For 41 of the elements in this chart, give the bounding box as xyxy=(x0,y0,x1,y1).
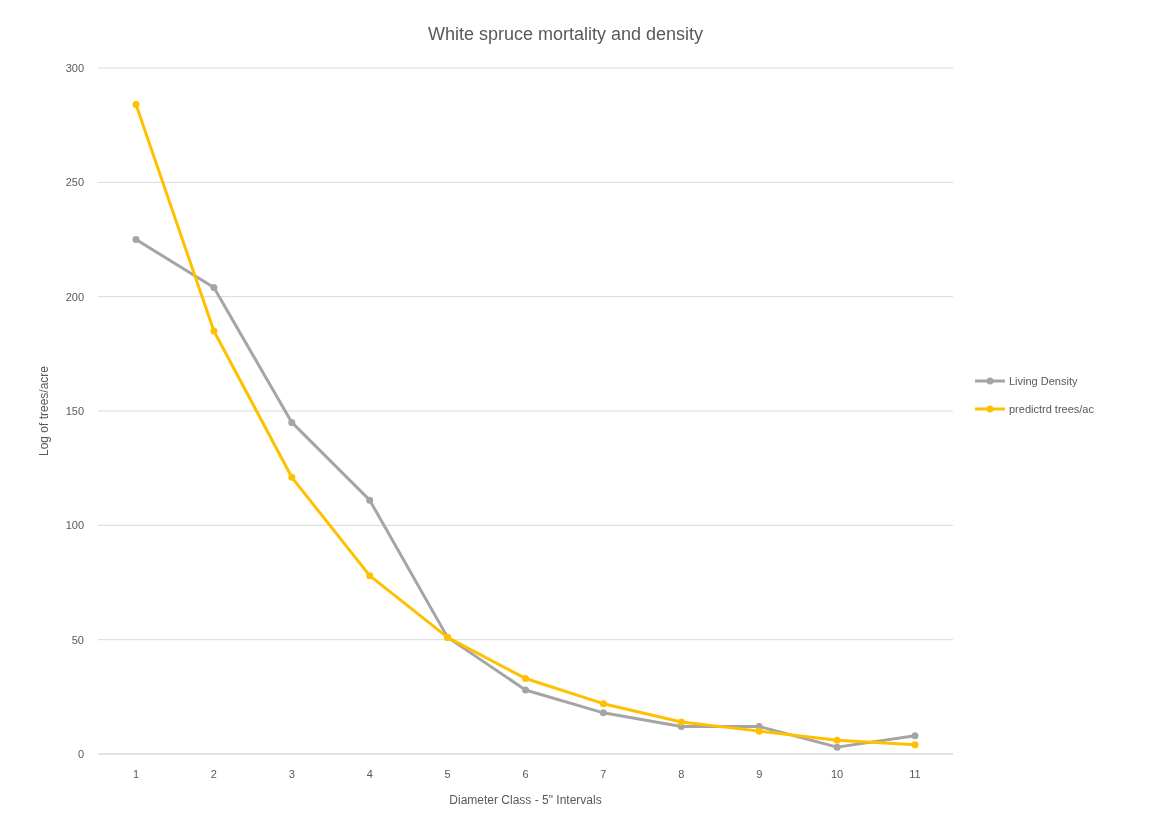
y-tick-label: 100 xyxy=(65,519,84,532)
legend-label: predictrd trees/ac xyxy=(1009,403,1095,415)
x-tick-label: 3 xyxy=(288,768,295,780)
point xyxy=(755,727,763,735)
point xyxy=(210,327,218,335)
point xyxy=(132,236,140,243)
x-axis-title: Diameter Class - 5" Intervals xyxy=(449,793,602,807)
point xyxy=(210,284,218,292)
x-tick-label: 2 xyxy=(210,768,217,780)
point xyxy=(833,743,841,751)
x-tick-label: 7 xyxy=(600,768,607,780)
point xyxy=(911,741,919,749)
point xyxy=(288,418,296,426)
x-tick-label: 8 xyxy=(678,768,685,780)
legend-label: Living Density xyxy=(1009,375,1078,387)
y-tick-label: 250 xyxy=(65,176,84,189)
x-tick-label: 5 xyxy=(444,768,451,780)
x-tick-label: 6 xyxy=(522,768,529,780)
point xyxy=(288,473,296,481)
x-tick-label: 4 xyxy=(366,768,373,780)
y-tick-label: 150 xyxy=(65,405,84,417)
point xyxy=(522,686,529,694)
x-tick-label: 11 xyxy=(909,768,921,780)
point xyxy=(366,496,374,504)
point xyxy=(677,718,685,726)
x-tick-label: 9 xyxy=(756,768,763,780)
x-tick-label: 1 xyxy=(132,768,140,780)
y-tick-label: 300 xyxy=(65,62,84,74)
point xyxy=(366,572,374,580)
y-tick-label: 0 xyxy=(77,748,84,760)
point xyxy=(833,736,841,744)
chart-title: White spruce mortality and density xyxy=(427,24,704,44)
y-tick-label: 50 xyxy=(71,633,84,646)
point xyxy=(599,700,607,708)
point xyxy=(599,709,607,717)
y-tick-label: 200 xyxy=(65,290,84,303)
point xyxy=(132,101,140,109)
x-tick-label: 10 xyxy=(830,768,844,780)
point xyxy=(911,732,919,740)
point xyxy=(522,675,529,683)
y-axis-title: Log of trees/acre xyxy=(37,365,51,457)
